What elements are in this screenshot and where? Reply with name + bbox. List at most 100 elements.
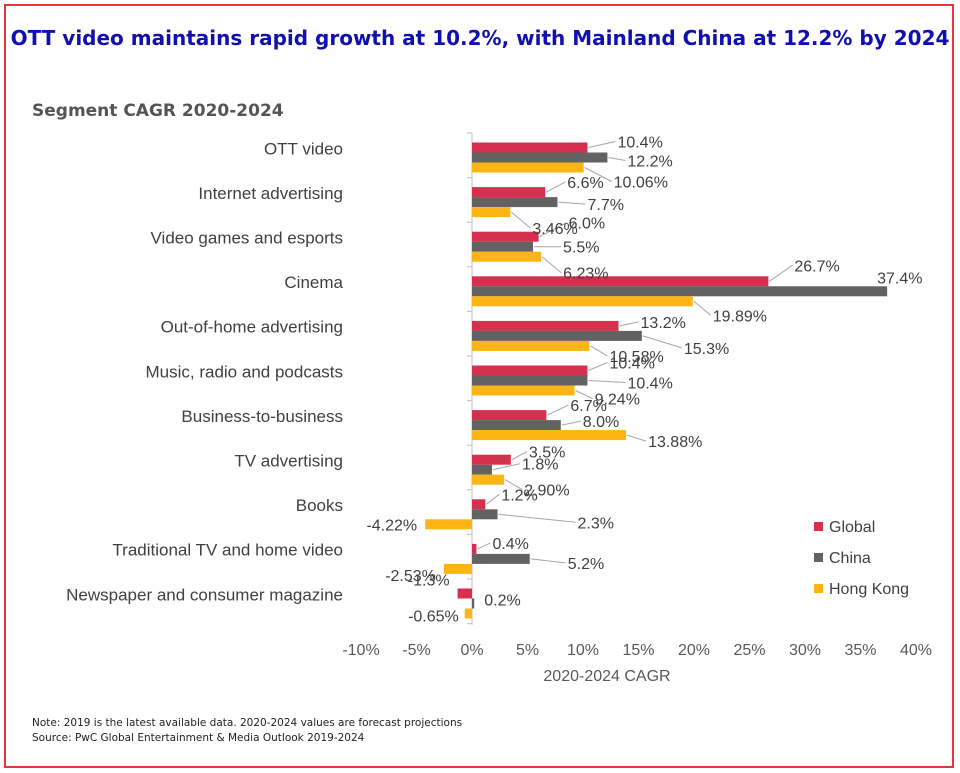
- bar: [472, 231, 539, 242]
- data-label: 6.6%: [567, 175, 603, 192]
- x-tick-label: 0%: [460, 642, 483, 659]
- bar: [472, 430, 627, 441]
- data-label: 0.2%: [484, 593, 520, 610]
- data-label: 2.90%: [524, 483, 569, 500]
- x-tick-label: 40%: [900, 642, 932, 659]
- category-label: Cinema: [284, 273, 343, 292]
- data-label: 13.2%: [641, 315, 686, 332]
- bar: [472, 543, 477, 554]
- data-label: 10.4%: [627, 376, 672, 393]
- data-label: 6.23%: [563, 266, 608, 283]
- data-label: 13.88%: [648, 434, 702, 451]
- x-tick-label: 35%: [844, 642, 876, 659]
- legend-swatch: [814, 553, 823, 562]
- bar: [472, 296, 693, 307]
- bar: [472, 454, 511, 465]
- category-label: Books: [296, 496, 343, 515]
- bar: [472, 330, 642, 341]
- bar: [472, 152, 608, 163]
- bar: [472, 464, 492, 475]
- data-label: 12.2%: [627, 154, 672, 171]
- leader-line: [546, 181, 566, 193]
- bar: [472, 598, 475, 609]
- data-label: -4.22%: [366, 517, 417, 534]
- leader-line: [588, 380, 626, 383]
- note-text: Note: 2019 is the latest available data.…: [32, 717, 463, 729]
- bar: [472, 162, 584, 173]
- bar: [472, 251, 542, 262]
- bar: [472, 241, 534, 252]
- x-tick-label: 30%: [789, 642, 821, 659]
- category-label: OTT video: [264, 139, 343, 158]
- data-label: 1.8%: [522, 457, 558, 474]
- data-label: 6.0%: [569, 216, 605, 233]
- data-label: 8.0%: [583, 414, 619, 431]
- leader-line: [588, 141, 616, 148]
- leader-line: [511, 211, 531, 229]
- data-label: 7.7%: [587, 197, 623, 214]
- bar: [472, 276, 769, 287]
- data-label: 3.5%: [529, 445, 565, 462]
- data-label: -2.53%: [385, 568, 436, 585]
- bar: [472, 197, 558, 208]
- data-label: 10.06%: [614, 175, 668, 192]
- bar: [472, 207, 511, 218]
- data-label: 19.89%: [713, 308, 767, 325]
- bar: [464, 608, 472, 619]
- x-tick-label: 10%: [567, 642, 599, 659]
- category-label: Out-of-home advertising: [161, 318, 343, 337]
- data-label: 1.2%: [501, 487, 537, 504]
- chart-title: OTT video maintains rapid growth at 10.2…: [10, 26, 950, 50]
- category-label: Business-to-business: [181, 407, 343, 426]
- bar: [472, 385, 575, 396]
- legend-label: China: [829, 550, 871, 567]
- leader-line: [477, 542, 491, 550]
- data-label: 26.7%: [794, 258, 839, 275]
- leader-line: [619, 321, 639, 327]
- leader-line: [530, 558, 566, 564]
- source-text: Source: PwC Global Entertainment & Media…: [32, 732, 365, 744]
- data-label: 5.2%: [568, 556, 604, 573]
- leader-line: [575, 390, 593, 399]
- data-label: 0.4%: [492, 536, 528, 553]
- bar: [472, 286, 888, 297]
- data-label: 10.4%: [617, 135, 662, 152]
- leader-line: [511, 451, 528, 461]
- bar: [457, 588, 472, 599]
- bar: [472, 474, 505, 485]
- bar: [443, 563, 472, 574]
- footnotes: Note: 2019 is the latest available data.…: [32, 716, 462, 746]
- category-label: Internet advertising: [198, 184, 343, 203]
- data-label: 37.4%: [877, 270, 922, 287]
- x-axis-title: 2020-2024 CAGR: [543, 668, 670, 685]
- bar: [472, 340, 590, 351]
- category-label: Traditional TV and home video: [112, 541, 343, 560]
- x-tick-label: 20%: [678, 642, 710, 659]
- bar: [472, 365, 588, 376]
- x-tick-label: 15%: [622, 642, 654, 659]
- bar: [472, 420, 561, 431]
- data-label: 2.3%: [578, 515, 614, 532]
- leader-line: [492, 463, 521, 471]
- legend-label: Hong Kong: [829, 581, 909, 598]
- chart-frame: [4, 4, 954, 768]
- x-tick-label: 25%: [733, 642, 765, 659]
- bar: [472, 375, 588, 386]
- leader-line: [590, 345, 608, 357]
- leader-line: [693, 300, 712, 316]
- data-label: 15.3%: [684, 341, 729, 358]
- bar: [472, 320, 619, 331]
- category-label: Music, radio and podcasts: [146, 362, 344, 381]
- leader-line: [558, 201, 586, 205]
- data-label: 10.4%: [609, 356, 654, 373]
- data-label: 10.58%: [609, 349, 663, 366]
- category-label: Newspaper and consumer magazine: [66, 585, 343, 604]
- legend-label: Global: [829, 519, 875, 536]
- leader-line: [608, 157, 626, 161]
- leader-line: [588, 362, 608, 371]
- bar: [472, 142, 588, 153]
- x-tick-label: -5%: [402, 642, 430, 659]
- legend-swatch: [814, 584, 823, 593]
- leader-line: [584, 167, 612, 182]
- leader-line: [642, 335, 682, 349]
